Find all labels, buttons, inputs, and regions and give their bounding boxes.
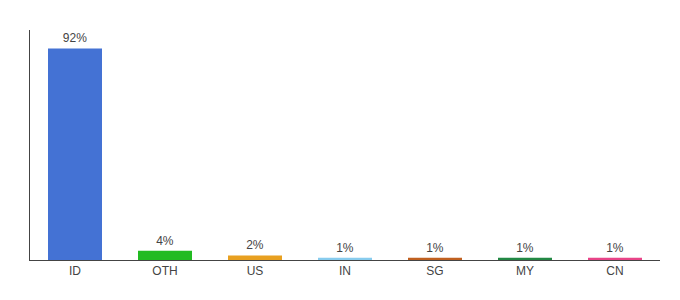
svg-text:1%: 1%	[516, 241, 534, 255]
svg-text:92%: 92%	[63, 31, 87, 45]
svg-text:US: US	[247, 264, 264, 278]
svg-text:1%: 1%	[606, 241, 624, 255]
svg-text:OTH: OTH	[152, 264, 177, 278]
svg-text:MY: MY	[516, 264, 534, 278]
svg-text:1%: 1%	[336, 241, 354, 255]
svg-text:IN: IN	[339, 264, 351, 278]
svg-text:CN: CN	[606, 264, 623, 278]
svg-text:SG: SG	[426, 264, 443, 278]
svg-text:ID: ID	[69, 264, 81, 278]
svg-text:1%: 1%	[426, 241, 444, 255]
svg-text:2%: 2%	[246, 238, 264, 252]
svg-text:4%: 4%	[156, 234, 174, 248]
